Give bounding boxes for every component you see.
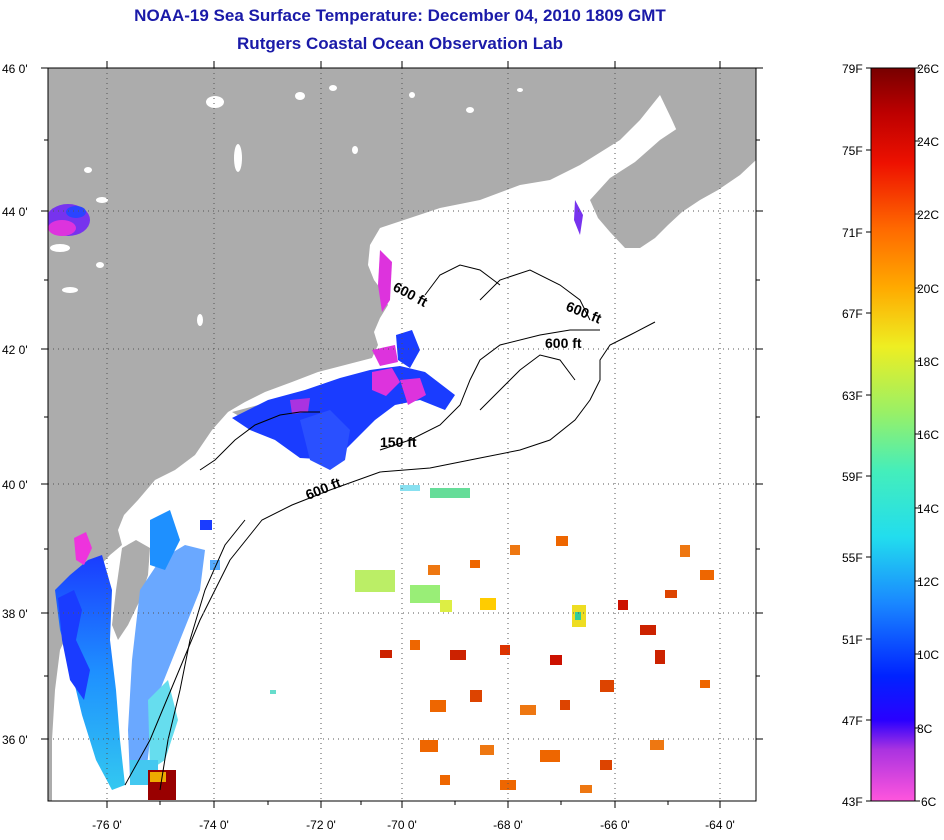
- chesapeake-sst: [55, 510, 205, 790]
- latitude-label: 38 0': [2, 607, 28, 621]
- map-subtitle: Rutgers Coastal Ocean Observation Lab: [237, 34, 563, 53]
- colorbar-f-label: 75F: [842, 144, 863, 158]
- colorbar-f-label: 55F: [842, 551, 863, 565]
- colorbar-gradient: [870, 67, 916, 802]
- longitude-label: -74 0': [199, 818, 229, 832]
- colorbar-f-label: 43F: [842, 795, 863, 809]
- longitude-label: -72 0': [306, 818, 336, 832]
- latitude-label: 40 0': [2, 478, 28, 492]
- longitude-label: -76 0': [92, 818, 122, 832]
- longitude-label: -64 0': [705, 818, 735, 832]
- colorbar-c-label: 26C: [917, 62, 939, 76]
- colorbar-c-label: 14C: [917, 502, 939, 516]
- lake-sst-patch: [48, 204, 90, 236]
- ny-bight-sst: [232, 200, 583, 470]
- colorbar-c-label: 12C: [917, 575, 939, 589]
- graticule: [48, 68, 756, 801]
- colorbar-f-label: 63F: [842, 389, 863, 403]
- latitude-label: 42 0': [2, 343, 28, 357]
- isobath-label: 600 ft: [545, 335, 582, 351]
- map-title: NOAA-19 Sea Surface Temperature: Decembe…: [134, 6, 666, 25]
- colorbar-c-label: 10C: [917, 648, 939, 662]
- offshore-sst: [148, 485, 714, 800]
- colorbar-c-label: 16C: [917, 428, 939, 442]
- colorbar-c-label: 24C: [917, 135, 939, 149]
- colorbar-f-label: 59F: [842, 470, 863, 484]
- axis-ticks: [41, 61, 763, 808]
- mainland-land: [48, 68, 756, 801]
- latitude-label: 36 0': [2, 733, 28, 747]
- colorbar-f-label: 51F: [842, 633, 863, 647]
- colorbar-c-label: 20C: [917, 282, 939, 296]
- isobaths: [124, 264, 656, 791]
- colorbar-c-label: 18C: [917, 355, 939, 369]
- longitude-label: -70 0': [387, 818, 417, 832]
- latitude-label: 44 0': [2, 205, 28, 219]
- map-area: 600 ft 600 ft 600 ft 150 ft 600 ft: [48, 68, 756, 801]
- colorbar-c-label: 6C: [921, 795, 937, 809]
- longitude-label: -68 0': [493, 818, 523, 832]
- colorbar-f-label: 47F: [842, 714, 863, 728]
- colorbar-f-label: 79F: [842, 62, 863, 76]
- colorbar: 79F 75F 71F 67F 63F 59F 55F 51F 47F 43F …: [842, 62, 939, 809]
- colorbar-f-label: 71F: [842, 226, 863, 240]
- colorbar-f-label: 67F: [842, 307, 863, 321]
- lakes: [50, 85, 523, 326]
- isobath-label: 150 ft: [380, 434, 417, 450]
- latitude-label: 46 0': [2, 62, 28, 76]
- colorbar-ticks: [866, 67, 920, 802]
- nova-scotia-land: [590, 115, 756, 248]
- longitude-label: -66 0': [600, 818, 630, 832]
- colorbar-c-label: 8C: [917, 722, 933, 736]
- colorbar-c-label: 22C: [917, 208, 939, 222]
- delmarva-land: [112, 540, 150, 640]
